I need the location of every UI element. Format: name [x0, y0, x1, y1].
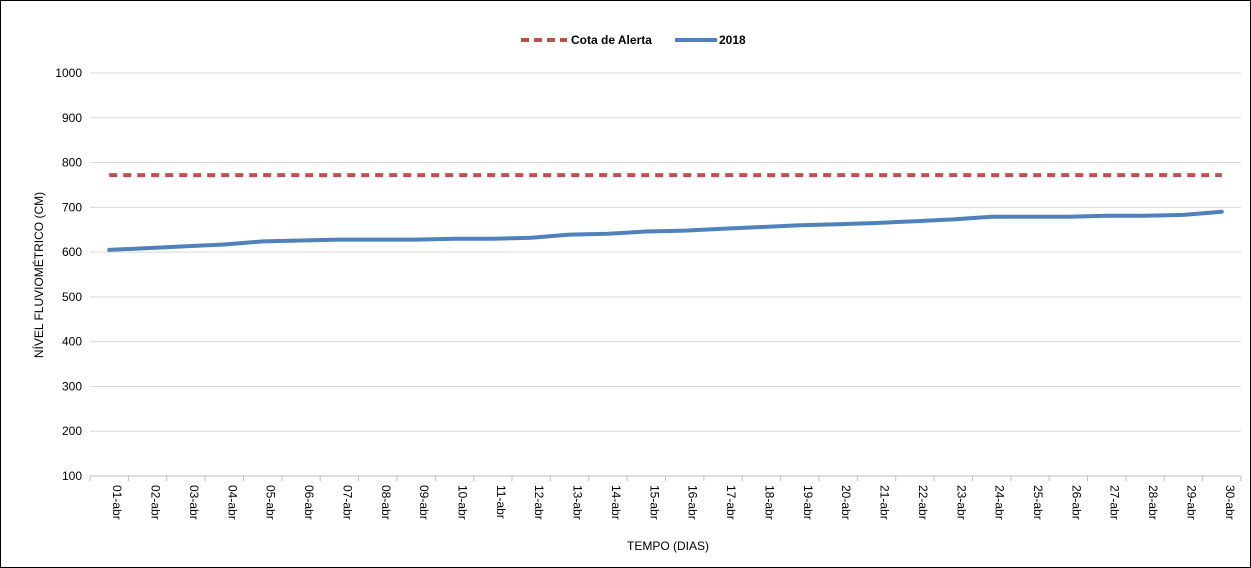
y-tick-label: 500 — [62, 290, 82, 304]
x-tick-label: 17-abr — [724, 485, 738, 520]
x-axis — [89, 475, 1242, 481]
x-tick-label: 15-abr — [647, 485, 661, 520]
x-tick-label: 13-abr — [571, 485, 585, 520]
legend: Cota de Alerta 2018 — [521, 33, 746, 47]
x-tick-label: 26-abr — [1069, 485, 1083, 520]
gridlines — [90, 72, 1241, 477]
x-tick-label: 01-abr — [110, 485, 124, 520]
x-tick-label: 14-abr — [609, 485, 623, 520]
x-tick-label: 27-abr — [1108, 485, 1122, 520]
x-tick-label: 10-abr — [455, 485, 469, 520]
y-tick-label: 100 — [62, 469, 82, 483]
x-tick-label: 11-abr — [494, 485, 508, 519]
x-axis-title: TEMPO (DIAS) — [627, 539, 709, 553]
y-tick-label: 1000 — [55, 66, 82, 80]
x-tick-label: 06-abr — [302, 485, 316, 520]
y-axis-title: NÍVEL FLUVIOMÉTRICO (CM) — [31, 192, 46, 358]
y-tick-label: 300 — [62, 379, 82, 393]
series-lines — [107, 173, 1224, 252]
x-tick-label: 02-abr — [149, 485, 163, 520]
series-line-2018 — [107, 209, 1224, 252]
x-tick-label: 18-abr — [762, 485, 776, 520]
x-tick-label: 30-abr — [1223, 485, 1237, 520]
x-tick-label: 29-abr — [1184, 485, 1198, 520]
x-tick-label: 04-abr — [225, 485, 239, 520]
x-tick-label: 16-abr — [686, 485, 700, 520]
x-axis-ticks: 01-abr 02-abr 03-abr 04-abr 05-abr 06-abr 07-a… — [110, 485, 1237, 520]
x-tick-label: 28-abr — [1146, 485, 1160, 520]
x-tick-label: 03-abr — [187, 485, 201, 520]
x-tick-label: 05-abr — [264, 485, 278, 520]
y-tick-label: 600 — [62, 245, 82, 259]
y-tick-label: 700 — [62, 200, 82, 214]
x-tick-label: 24-abr — [993, 485, 1007, 520]
x-tick-label: 21-abr — [878, 485, 892, 520]
x-tick-label: 19-abr — [801, 485, 815, 520]
x-tick-label: 08-abr — [379, 485, 393, 520]
y-tick-label: 400 — [62, 335, 82, 349]
x-tick-label: 12-abr — [532, 485, 546, 520]
y-tick-label: 200 — [62, 424, 82, 438]
y-axis-ticks: 100 200 300 400 500 600 700 800 900 1000 — [55, 66, 82, 483]
x-tick-label: 22-abr — [916, 485, 930, 520]
legend-label-2018: 2018 — [719, 33, 746, 47]
y-tick-label: 900 — [62, 111, 82, 125]
legend-label-cota-de-alerta: Cota de Alerta — [571, 33, 652, 47]
x-tick-label: 23-abr — [954, 485, 968, 520]
x-tick-label: 09-abr — [417, 485, 431, 520]
y-tick-label: 800 — [62, 156, 82, 170]
x-tick-label: 20-abr — [839, 485, 853, 520]
x-tick-label: 25-abr — [1031, 485, 1045, 520]
x-tick-label: 07-abr — [340, 485, 354, 520]
